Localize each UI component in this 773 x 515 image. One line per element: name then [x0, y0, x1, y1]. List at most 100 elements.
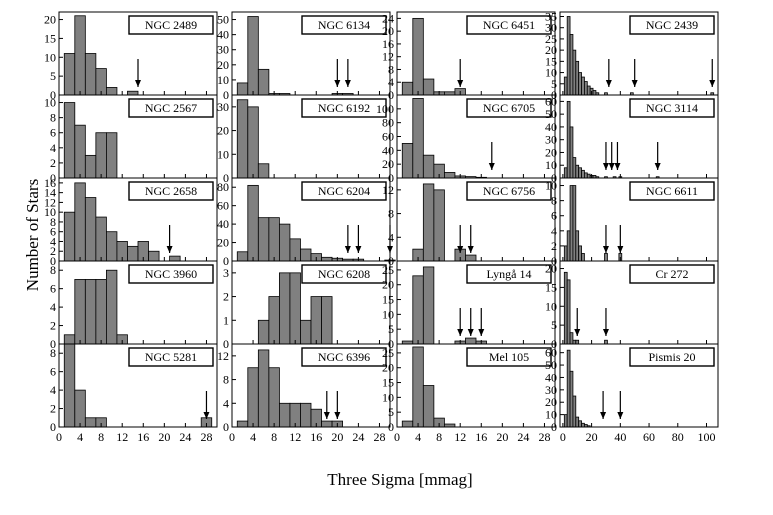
bar — [566, 100, 571, 179]
y-tick-label: 20 — [545, 43, 557, 57]
bar — [300, 248, 312, 262]
bar — [84, 417, 97, 428]
y-tick-label: 60 — [545, 94, 557, 108]
x-tick-label: 20 — [586, 430, 598, 444]
x-tick-label: 40 — [614, 430, 626, 444]
bar — [575, 60, 580, 96]
x-tick-label: 0 — [560, 430, 566, 444]
y-tick-label: 4 — [223, 396, 229, 410]
y-tick-label: 8 — [50, 263, 56, 277]
bar — [569, 126, 574, 179]
bar — [300, 402, 312, 428]
panel-title-box — [128, 264, 214, 284]
x-tick-label: 28 — [200, 430, 212, 444]
y-tick-label: 6 — [551, 209, 557, 223]
panel-title: Cr 272 — [656, 267, 689, 281]
bar — [257, 217, 270, 262]
panel-title: NGC 2658 — [145, 184, 197, 198]
bar — [465, 337, 477, 345]
y-tick-label: 16 — [382, 37, 394, 51]
bar — [566, 279, 571, 345]
y-tick-label: 40 — [545, 370, 557, 384]
y-tick-label: 10 — [44, 96, 56, 110]
y-tick-label: 12 — [44, 195, 56, 209]
bar — [569, 185, 574, 262]
arrow-head — [617, 246, 624, 253]
y-tick-label: 10 — [44, 205, 56, 219]
y-tick-label: 15 — [382, 376, 394, 390]
bar — [572, 395, 577, 428]
bar — [310, 296, 322, 345]
bar — [572, 339, 577, 345]
y-tick-label: 20 — [382, 157, 394, 171]
arrow-head — [617, 412, 624, 419]
y-tick-label: 8 — [50, 215, 56, 229]
panel-title: Lyngå 14 — [487, 267, 532, 281]
panel-10: 0 4 8 12 0 4 8 12 16 20 24 28 NGC 6396 — [217, 343, 391, 444]
arrow-head — [488, 163, 495, 170]
panel-title: Pismis 20 — [648, 350, 695, 364]
y-tick-label: 15 — [382, 293, 394, 307]
y-tick-label: 10 — [382, 307, 394, 321]
x-tick-label: 20 — [331, 430, 343, 444]
bar — [169, 255, 181, 262]
x-tick-label: 24 — [352, 430, 364, 444]
panel-title: NGC 3960 — [145, 267, 197, 281]
panel-title-box — [629, 264, 715, 284]
bar — [401, 420, 414, 428]
x-tick-label: 12 — [289, 430, 301, 444]
panel-frame — [396, 343, 556, 428]
bar — [63, 343, 76, 428]
panel-title: NGC 6204 — [318, 184, 370, 198]
y-tick-label: 50 — [217, 13, 229, 27]
y-tick-label: 0 — [551, 254, 557, 268]
y-tick-label: 0 — [223, 254, 229, 268]
panel-title-box — [466, 264, 552, 284]
bar — [581, 169, 585, 179]
y-tick-label: 0 — [388, 88, 394, 102]
arrow-head — [614, 163, 621, 170]
y-tick-label: 6 — [50, 126, 56, 140]
bar — [581, 422, 585, 428]
y-tick-label: 60 — [382, 130, 394, 144]
bar — [566, 349, 571, 428]
panel-title-box — [301, 181, 387, 201]
arrow-head — [478, 329, 485, 336]
y-tick-label: 0 — [551, 88, 557, 102]
arrow-head — [654, 163, 661, 170]
y-tick-label: 8 — [50, 346, 56, 360]
figure-xlabel: Three Sigma [mmag] — [327, 470, 472, 489]
y-tick-label: 0 — [223, 420, 229, 434]
panel-title: NGC 6451 — [483, 18, 535, 32]
bar — [586, 173, 591, 179]
y-tick-label: 5 — [388, 322, 394, 336]
bar — [412, 17, 424, 96]
bar — [95, 279, 107, 345]
panel-7: 0 10 20 30 NGC 6192 — [217, 94, 391, 185]
y-tick-label: 40 — [382, 143, 394, 157]
panel-title: NGC 2439 — [646, 18, 698, 32]
bar — [443, 172, 456, 179]
y-tick-label: 60 — [217, 199, 229, 213]
bar — [401, 81, 414, 96]
x-tick-label: 4 — [77, 430, 83, 444]
y-tick-label: 0 — [388, 171, 394, 185]
bar — [74, 15, 86, 96]
bar — [578, 245, 582, 262]
bar — [247, 106, 259, 179]
bar — [572, 157, 577, 179]
panel-title: NGC 6611 — [646, 184, 698, 198]
bar — [257, 163, 270, 179]
bar — [278, 402, 291, 428]
bar — [422, 154, 435, 179]
bar — [465, 254, 477, 262]
x-tick-label: 8 — [436, 430, 442, 444]
panel-title: NGC 3114 — [646, 101, 698, 115]
bar — [569, 34, 574, 96]
y-tick-label: 14 — [44, 186, 56, 200]
y-tick-label: 6 — [50, 365, 56, 379]
y-tick-label: 30 — [545, 21, 557, 35]
y-tick-label: 12 — [382, 50, 394, 64]
bar — [581, 253, 585, 262]
